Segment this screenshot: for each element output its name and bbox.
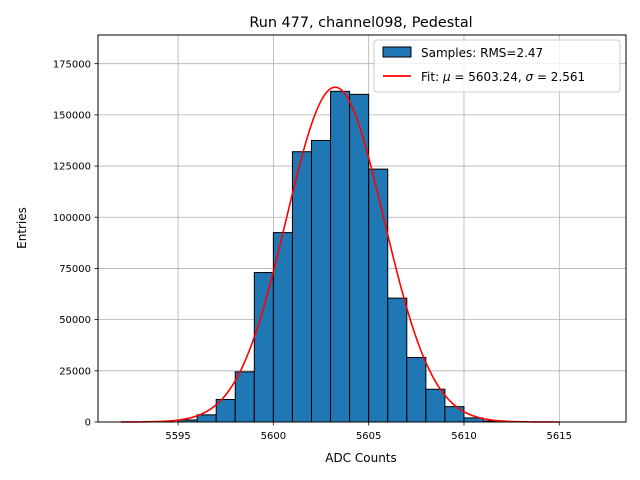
legend: Samples: RMS=2.47 Fit: μ = 5603.24, σ = … xyxy=(373,39,621,93)
fit-curve xyxy=(120,86,560,423)
plot-frame xyxy=(97,34,627,423)
histogram-bar xyxy=(310,139,332,423)
histogram-bar xyxy=(330,90,351,423)
y-tick-label: 150000 xyxy=(53,110,91,121)
histogram-bar xyxy=(234,371,255,423)
x-tick-label: 5595 xyxy=(165,431,190,442)
histogram-bar xyxy=(196,414,217,423)
chart-title: Run 477, channel098, Pedestal xyxy=(249,15,472,31)
histogram-bar xyxy=(368,168,389,423)
fit-gaussian-line xyxy=(120,86,560,423)
y-tick-label: 0 xyxy=(85,418,91,429)
histogram-bar xyxy=(349,93,370,423)
histogram-bar xyxy=(425,388,446,423)
y-tick-label: 125000 xyxy=(53,162,91,173)
legend-label-fit: Fit: μ = 5603.24, σ = 2.561 xyxy=(421,70,585,84)
x-tick-label: 5605 xyxy=(356,431,381,442)
x-axis-label: ADC Counts xyxy=(325,451,397,465)
histogram-bar xyxy=(444,406,465,423)
histogram-bar xyxy=(253,272,274,423)
legend-label-samples: Samples: RMS=2.47 xyxy=(421,46,543,60)
y-axis-ticks: 0 25000 50000 75000 100000 125000 150000 175000 xyxy=(53,59,98,429)
x-tick-label: 5610 xyxy=(451,431,476,442)
y-tick-label: 75000 xyxy=(59,264,91,275)
y-tick-label: 50000 xyxy=(59,315,91,326)
x-axis-ticks: 5595 5600 5605 5610 5615 xyxy=(165,422,572,442)
histogram-bars xyxy=(177,90,503,423)
histogram-bar xyxy=(291,151,312,423)
x-tick-label: 5615 xyxy=(547,431,572,442)
y-tick-label: 25000 xyxy=(59,366,91,377)
y-axis-label: Entries xyxy=(15,207,29,249)
y-tick-label: 100000 xyxy=(53,213,91,224)
legend-box xyxy=(373,39,621,93)
x-tick-label: 5600 xyxy=(261,431,286,442)
y-tick-label: 175000 xyxy=(53,59,91,70)
histogram-bar xyxy=(387,297,408,423)
legend-swatch-samples xyxy=(382,46,412,58)
histogram-bar xyxy=(406,357,427,423)
